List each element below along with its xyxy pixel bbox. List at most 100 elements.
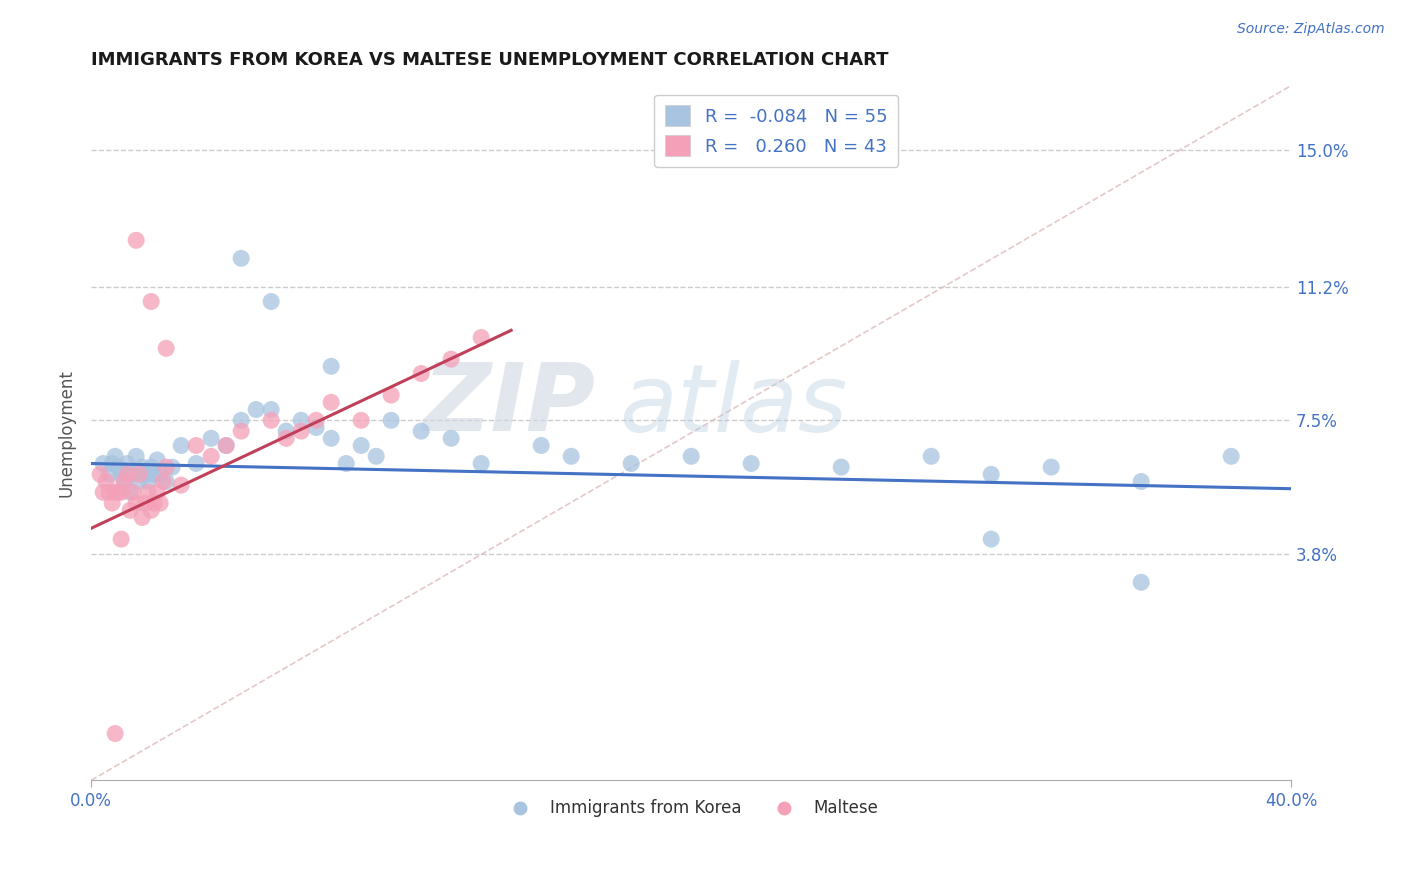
- Point: [321, 431, 343, 445]
- Point: [120, 485, 142, 500]
- Point: [91, 485, 114, 500]
- Point: [470, 457, 492, 471]
- Point: [200, 450, 222, 464]
- Point: [89, 467, 111, 482]
- Point: [350, 413, 373, 427]
- Point: [366, 450, 388, 464]
- Point: [149, 467, 172, 482]
- Point: [155, 460, 177, 475]
- Point: [321, 395, 343, 409]
- Point: [411, 367, 433, 381]
- Point: [125, 450, 148, 464]
- Point: [170, 478, 193, 492]
- Point: [122, 485, 145, 500]
- Point: [1130, 575, 1153, 590]
- Point: [290, 413, 312, 427]
- Point: [104, 726, 127, 740]
- Point: [110, 467, 132, 482]
- Point: [141, 294, 163, 309]
- Point: [186, 457, 208, 471]
- Point: [110, 485, 132, 500]
- Point: [149, 496, 172, 510]
- Point: [380, 413, 402, 427]
- Point: [620, 457, 643, 471]
- Point: [1130, 475, 1153, 489]
- Point: [215, 438, 238, 452]
- Point: [470, 330, 492, 344]
- Point: [122, 467, 145, 482]
- Point: [231, 413, 253, 427]
- Point: [110, 532, 132, 546]
- Point: [335, 457, 357, 471]
- Point: [112, 475, 135, 489]
- Point: [134, 496, 156, 510]
- Point: [440, 352, 463, 367]
- Point: [94, 475, 117, 489]
- Point: [1040, 460, 1063, 475]
- Legend: Immigrants from Korea, Maltese: Immigrants from Korea, Maltese: [498, 793, 886, 824]
- Point: [200, 431, 222, 445]
- Point: [215, 438, 238, 452]
- Point: [740, 457, 762, 471]
- Point: [155, 341, 177, 355]
- Text: ZIP: ZIP: [422, 359, 595, 451]
- Point: [186, 438, 208, 452]
- Point: [104, 450, 127, 464]
- Point: [104, 485, 127, 500]
- Point: [107, 485, 129, 500]
- Point: [143, 467, 166, 482]
- Point: [136, 475, 159, 489]
- Text: Source: ZipAtlas.com: Source: ZipAtlas.com: [1237, 22, 1385, 37]
- Point: [260, 402, 283, 417]
- Point: [260, 294, 283, 309]
- Point: [101, 457, 124, 471]
- Point: [321, 359, 343, 374]
- Point: [980, 467, 1002, 482]
- Point: [125, 496, 148, 510]
- Point: [125, 233, 148, 247]
- Point: [245, 402, 267, 417]
- Point: [112, 475, 135, 489]
- Point: [107, 460, 129, 475]
- Point: [98, 467, 121, 482]
- Point: [260, 413, 283, 427]
- Point: [143, 496, 166, 510]
- Point: [141, 460, 163, 475]
- Point: [920, 450, 942, 464]
- Point: [350, 438, 373, 452]
- Point: [305, 420, 328, 434]
- Point: [155, 475, 177, 489]
- Point: [136, 485, 159, 500]
- Point: [115, 467, 138, 482]
- Point: [146, 485, 169, 500]
- Point: [131, 460, 153, 475]
- Point: [128, 475, 150, 489]
- Point: [98, 485, 121, 500]
- Point: [290, 424, 312, 438]
- Point: [380, 388, 402, 402]
- Point: [530, 438, 553, 452]
- Point: [120, 503, 142, 517]
- Point: [131, 510, 153, 524]
- Y-axis label: Unemployment: Unemployment: [58, 369, 75, 497]
- Point: [1220, 450, 1243, 464]
- Point: [980, 532, 1002, 546]
- Point: [141, 503, 163, 517]
- Point: [231, 424, 253, 438]
- Point: [681, 450, 703, 464]
- Point: [276, 424, 298, 438]
- Point: [115, 457, 138, 471]
- Point: [134, 467, 156, 482]
- Point: [276, 431, 298, 445]
- Point: [231, 252, 253, 266]
- Point: [101, 496, 124, 510]
- Point: [560, 450, 582, 464]
- Point: [440, 431, 463, 445]
- Point: [128, 467, 150, 482]
- Point: [160, 460, 183, 475]
- Text: atlas: atlas: [619, 359, 848, 450]
- Point: [305, 413, 328, 427]
- Point: [170, 438, 193, 452]
- Text: IMMIGRANTS FROM KOREA VS MALTESE UNEMPLOYMENT CORRELATION CHART: IMMIGRANTS FROM KOREA VS MALTESE UNEMPLO…: [91, 51, 889, 69]
- Point: [830, 460, 852, 475]
